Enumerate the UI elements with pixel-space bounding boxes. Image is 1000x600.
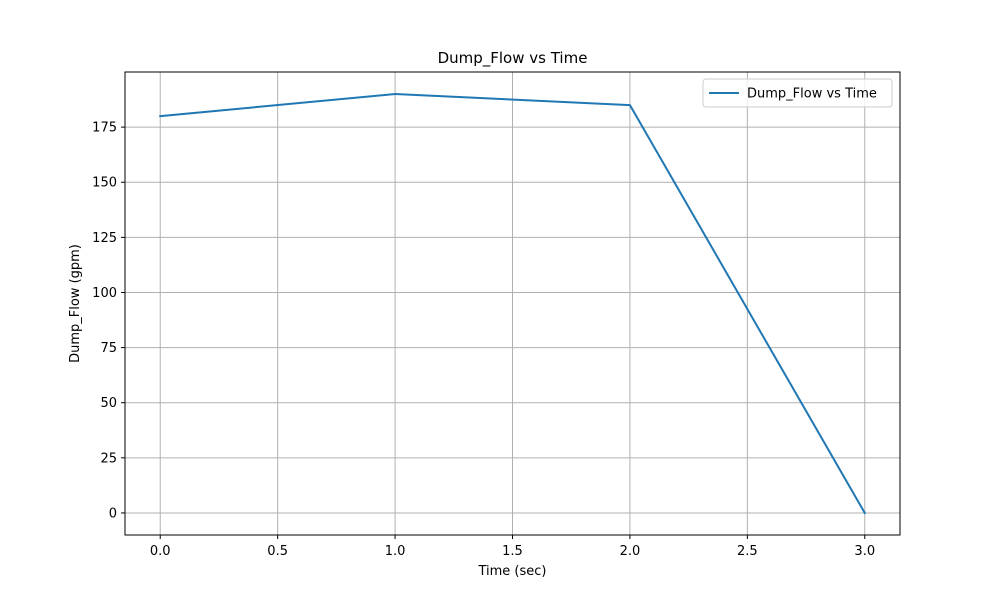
- x-axis-label: Time (sec): [477, 564, 546, 579]
- x-tick-label: 2.0: [620, 544, 641, 559]
- y-tick-label: 75: [100, 341, 117, 356]
- x-tick-label: 1.5: [502, 544, 523, 559]
- x-tick-label: 3.0: [854, 544, 875, 559]
- x-tick-label: 0.5: [267, 544, 288, 559]
- series-line: [159, 93, 867, 515]
- x-tick-label: 1.0: [385, 544, 406, 559]
- y-tick-label: 0: [109, 506, 117, 521]
- y-tick-label: 100: [92, 286, 117, 301]
- data-series: [159, 93, 867, 515]
- legend: Dump_Flow vs Time: [702, 78, 893, 108]
- legend-box: [702, 78, 893, 108]
- x-tick-label: 2.5: [737, 544, 758, 559]
- y-tick-label: 150: [92, 176, 117, 191]
- legend-label: Dump_Flow vs Time: [747, 87, 877, 102]
- axis-ticks: 0.0 0.5 1.0 1.5 2.0 2.5 3.0 0 25 50 75 100 125 150 175: [92, 121, 875, 559]
- x-tick-label: 0.0: [150, 544, 171, 559]
- y-axis-label: Dump_Flow (gpm): [68, 244, 83, 363]
- chart-title: Dump_Flow vs Time: [438, 49, 588, 68]
- y-tick-label: 25: [100, 451, 117, 466]
- y-tick-label: 50: [100, 396, 117, 411]
- grid-lines: [125, 72, 900, 535]
- y-tick-label: 175: [92, 121, 117, 136]
- y-tick-label: 125: [92, 231, 117, 246]
